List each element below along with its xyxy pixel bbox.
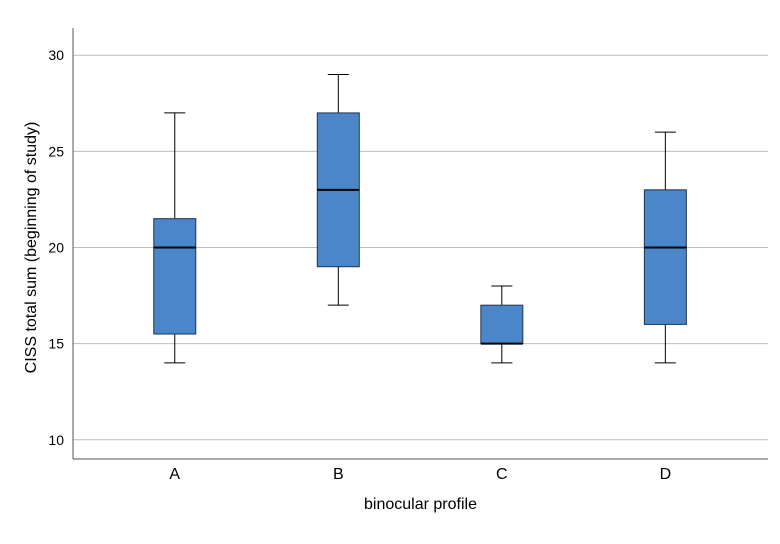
box-C [480,304,524,345]
x-category-label: D [660,466,672,483]
labels: 10 15 20 25 30 A B C D [48,47,671,483]
y-tick-label: 15 [48,336,64,352]
x-axis-title: binocular profile [364,496,477,513]
x-category-label: B [333,466,344,483]
boxes [153,73,687,364]
y-tick-label: 25 [48,143,64,159]
y-axis-title: CISS total sum (beginning of study) [23,122,40,374]
y-tick-label: 20 [48,240,64,256]
x-category-label: A [169,466,180,483]
box-A [153,218,197,335]
y-tick-label: 10 [48,432,64,448]
x-category-label: C [496,466,508,483]
axes [72,28,768,460]
y-tick-label: 30 [48,47,64,63]
box-D [643,189,687,325]
